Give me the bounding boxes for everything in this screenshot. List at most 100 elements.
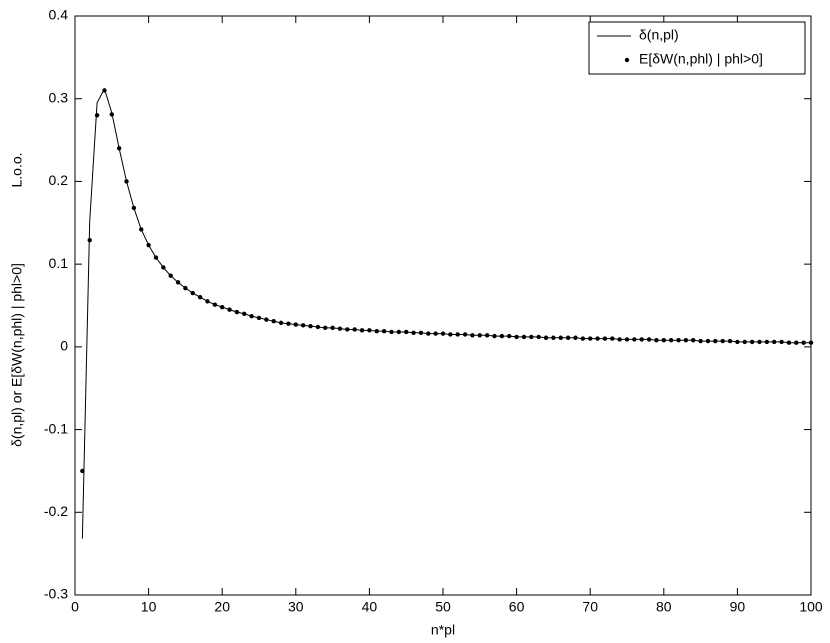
marker [352,327,357,332]
marker [256,315,262,321]
marker [536,334,541,340]
x-tick-label: 60 [509,599,525,615]
marker [161,265,166,270]
legend-box [588,21,806,75]
marker [632,337,637,342]
legend-swatch [624,57,630,63]
marker [286,321,291,326]
marker [87,237,92,243]
marker [499,333,505,339]
marker [772,339,777,345]
marker [727,338,733,344]
marker [580,336,586,341]
marker [448,332,453,337]
marker [713,338,718,344]
marker [477,333,482,338]
marker [242,311,247,316]
marker [271,319,276,324]
marker [602,336,608,341]
marker [175,280,181,285]
marker [668,338,674,343]
marker [102,88,107,93]
marker [492,333,497,339]
marker [794,340,799,345]
marker [764,339,770,345]
marker [153,255,159,260]
marker [168,273,173,278]
marker [426,331,431,336]
marker [507,333,512,339]
marker [381,328,387,334]
marker [404,329,409,335]
marker [94,113,100,118]
marker [588,336,593,341]
marker [249,314,254,319]
marker [389,329,394,335]
marker [330,325,335,331]
x-tick-label: 20 [214,599,230,615]
y-tick-label: -0.1 [44,420,68,436]
marker [595,336,600,341]
marker [521,334,527,340]
legend-label: E[δW(n,phl) | phl>0] [639,51,763,67]
y-tick-label: -0.2 [44,503,68,519]
marker [418,330,424,335]
marker [610,336,615,341]
marker [786,340,792,345]
marker [661,338,666,343]
marker [705,338,711,344]
marker [308,323,313,329]
marker [433,331,438,336]
marker [624,337,630,342]
marker [80,468,85,474]
marker [109,112,115,117]
marker [720,338,725,344]
marker [212,302,218,307]
marker [197,295,203,300]
marker [323,325,328,331]
marker [484,333,490,338]
marker [293,322,298,327]
marker [131,205,137,211]
y-tick-label: 0.1 [49,255,69,271]
marker [514,334,519,340]
x-axis-label: n*pl [431,622,455,638]
marker [264,317,269,322]
marker [573,335,578,340]
x-tick-label: 0 [71,599,79,615]
marker [676,338,681,343]
marker [337,326,343,331]
marker [367,328,372,333]
marker [698,338,703,344]
marker [462,332,468,337]
marker [278,320,284,326]
marker [551,335,556,340]
marker [801,340,806,345]
plot-frame [74,15,812,596]
marker [190,290,195,296]
marker [565,335,571,340]
marker [646,337,652,342]
marker [757,339,762,345]
marker [735,339,740,345]
marker [808,340,814,345]
marker [558,335,563,340]
marker [300,323,306,328]
marker [617,337,622,342]
x-tick-label: 70 [582,599,598,615]
x-tick-label: 80 [656,599,672,615]
marker [345,327,350,332]
line [81,87,811,539]
marker [205,299,210,304]
marker [470,333,475,338]
y-axis-label: δ(n,pl) or E[δW(n,phl) | phl>0] [9,263,25,447]
marker [691,338,696,343]
marker [683,338,689,343]
marker [411,330,416,335]
x-tick-label: 100 [799,599,823,615]
marker [116,146,122,151]
marker [455,332,460,337]
x-tick-label: 50 [435,599,451,615]
legend-label: δ(n,pl) [639,27,679,43]
